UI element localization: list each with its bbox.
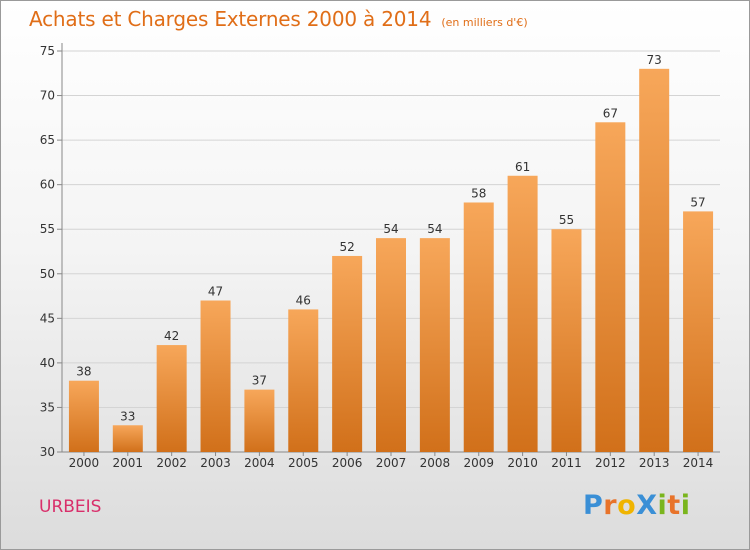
y-tick-label: 60	[40, 178, 55, 192]
logo-letter: t	[667, 490, 681, 521]
bar-value-label: 33	[120, 409, 135, 423]
bar	[332, 255, 363, 452]
bar	[683, 211, 714, 452]
bar	[376, 238, 406, 452]
bar-value-labels: 38 33 42 47 37 46 52 54 54 58 61 55 67 73 57	[76, 53, 705, 423]
bar-value-label: 58	[471, 186, 486, 200]
chart-title-block: Achats et Charges Externes 2000 à 2014 (e…	[29, 7, 528, 31]
y-tick-label: 30	[40, 445, 55, 459]
x-tick-label: 2004	[244, 456, 275, 470]
logo-letter: o	[617, 490, 637, 521]
chart-title: Achats et Charges Externes 2000 à 2014	[29, 7, 432, 31]
bar	[244, 389, 275, 452]
x-tick-label: 2009	[463, 456, 494, 470]
bar	[419, 238, 450, 452]
bar-value-label: 54	[427, 222, 442, 236]
x-tick-label: 2010	[507, 456, 538, 470]
logo-letter: i	[657, 490, 668, 521]
y-tick-label: 65	[40, 133, 55, 147]
x-tick-label: 2013	[639, 456, 670, 470]
bar	[595, 122, 626, 453]
bar	[68, 380, 99, 452]
bar	[156, 345, 187, 452]
bar	[507, 175, 538, 452]
bar-value-label: 46	[296, 293, 311, 307]
bar-value-label: 38	[76, 365, 91, 379]
bar-value-label: 67	[603, 106, 618, 120]
bar-value-label: 55	[559, 213, 574, 227]
x-tick-label: 2006	[332, 456, 363, 470]
y-tick-labels: 30 35 40 45 50 55 60 65 70 75	[40, 44, 62, 459]
bar-value-label: 61	[515, 160, 530, 174]
x-tick-label: 2007	[376, 456, 407, 470]
x-tick-label: 2003	[200, 456, 231, 470]
bar-value-label: 57	[690, 195, 705, 209]
bar-value-label: 54	[383, 222, 398, 236]
x-tick-label: 2000	[69, 456, 100, 470]
y-tick-label: 70	[40, 89, 55, 103]
bar	[639, 68, 670, 453]
logo-letter: P	[583, 490, 604, 521]
x-tick-label: 2001	[113, 456, 144, 470]
x-tick-label: 2008	[420, 456, 451, 470]
y-tick-label: 75	[40, 44, 55, 58]
x-tick-label: 2012	[595, 456, 626, 470]
bar	[463, 202, 494, 452]
bar-value-label: 73	[647, 53, 662, 67]
bar-value-label: 52	[339, 240, 354, 254]
bar-value-label: 47	[208, 285, 223, 299]
y-tick-label: 35	[40, 400, 55, 414]
bars	[68, 68, 714, 453]
bar-value-label: 37	[252, 374, 267, 388]
bar	[112, 425, 143, 452]
y-tick-label: 50	[40, 267, 55, 281]
chart-subtitle: (en milliers d'€)	[441, 16, 528, 29]
bar	[551, 229, 582, 452]
y-tick-label: 45	[40, 311, 55, 325]
y-tick-label: 40	[40, 356, 55, 370]
proxiti-logo[interactable]: ProXiti	[583, 490, 690, 521]
y-tick-label: 55	[40, 222, 55, 236]
x-tick-label: 2002	[156, 456, 187, 470]
commune-name: URBEIS	[39, 497, 102, 517]
bar	[200, 300, 231, 452]
bar	[288, 309, 319, 452]
logo-letter: i	[680, 490, 691, 521]
x-tick-label: 2011	[551, 456, 582, 470]
x-tick-label: 2005	[288, 456, 319, 470]
x-tick-labels: 2000 2001 2002 2003 2004 2005 2006 2007 2008 2009…	[69, 452, 714, 470]
logo-letter: r	[603, 490, 618, 521]
x-tick-label: 2014	[683, 456, 714, 470]
bar-value-label: 42	[164, 329, 179, 343]
logo-letter: X	[636, 490, 658, 521]
